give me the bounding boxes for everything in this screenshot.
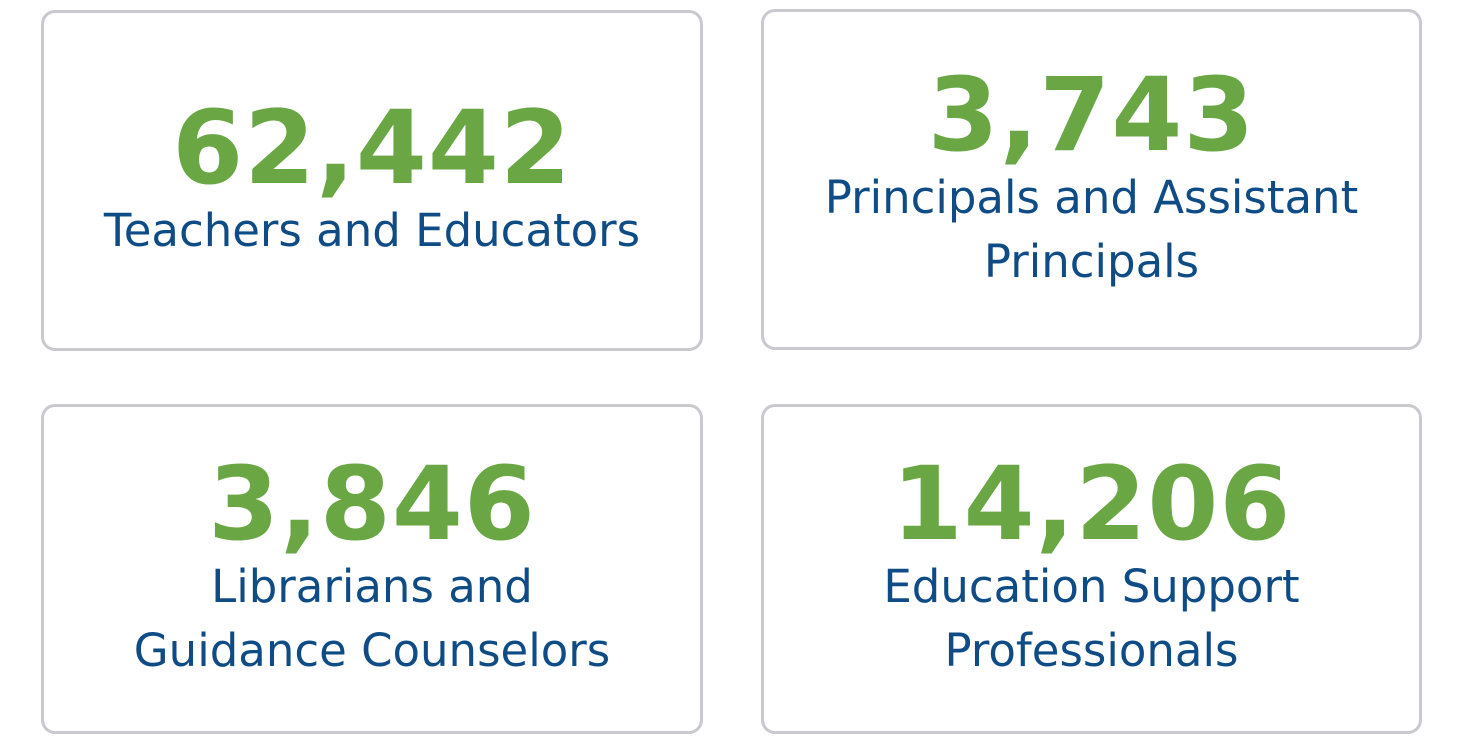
stat-label: Principals and Assistant Principals bbox=[825, 166, 1358, 294]
stat-card: 62,442 Teachers and Educators bbox=[41, 10, 703, 351]
label-line: Education Support bbox=[883, 560, 1300, 613]
stat-value: 14,206 bbox=[891, 445, 1292, 564]
label-line: Professionals bbox=[944, 624, 1239, 677]
stat-card: 14,206 Education Support Professionals bbox=[761, 404, 1422, 734]
stat-card: 3,846 Librarians and Guidance Counselors bbox=[41, 404, 703, 734]
label-line: Principals bbox=[983, 234, 1200, 288]
stat-value: 3,846 bbox=[208, 445, 536, 564]
stat-value: 3,743 bbox=[927, 55, 1256, 175]
label-line: Teachers and Educators bbox=[103, 203, 641, 257]
stat-label: Education Support Professionals bbox=[883, 555, 1299, 683]
label-line: Librarians and bbox=[211, 560, 533, 613]
stat-label: Librarians and Guidance Counselors bbox=[134, 555, 610, 683]
stat-label: Teachers and Educators bbox=[104, 199, 640, 263]
stat-card: 3,743 Principals and Assistant Principal… bbox=[761, 9, 1422, 350]
label-line: Principals and Assistant bbox=[824, 170, 1359, 224]
stat-value: 62,442 bbox=[172, 88, 572, 208]
label-line: Guidance Counselors bbox=[133, 624, 611, 677]
